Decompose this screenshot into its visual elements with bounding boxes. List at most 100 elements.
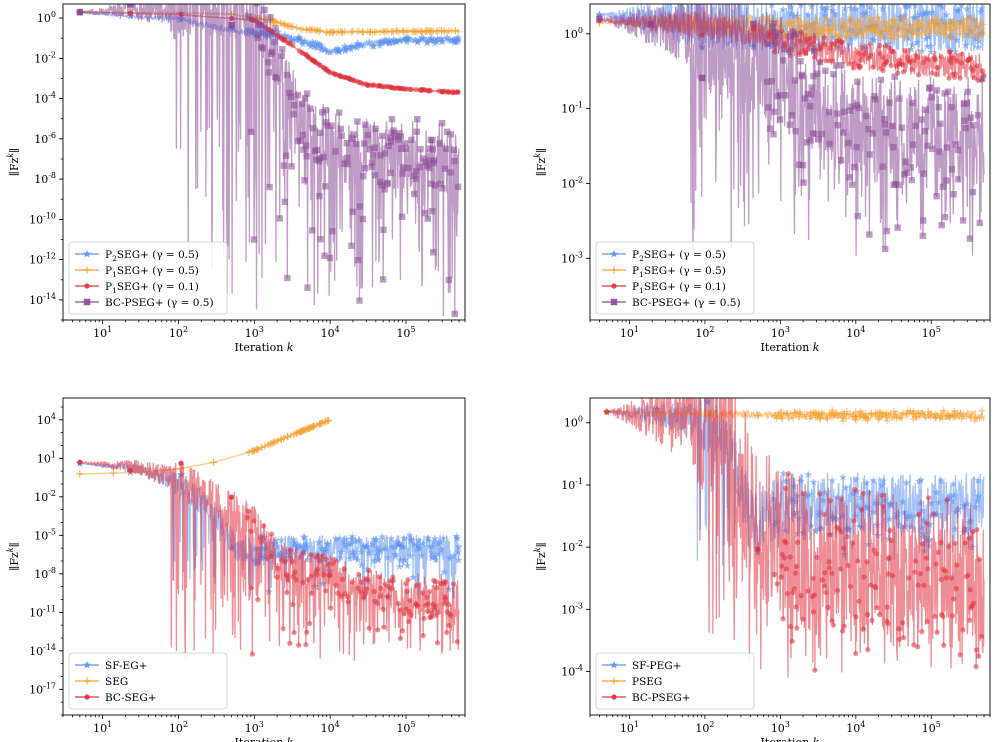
series-marker (405, 531, 414, 539)
series-marker (854, 501, 863, 510)
series-marker (595, 10, 604, 19)
x-tick-label: 103 (245, 720, 264, 735)
legend-swatch-marker (611, 283, 617, 289)
legend: SF-PEG+ PSEG BC-PSEG+ (595, 652, 755, 710)
legend-swatch-marker (84, 694, 90, 700)
series-marker (885, 515, 894, 523)
series-marker (869, 130, 876, 137)
series-marker (331, 556, 337, 563)
series-marker (417, 551, 426, 560)
series-marker (763, 78, 771, 85)
series-marker (919, 232, 927, 240)
series-marker (906, 575, 912, 581)
legend-label-head: SF-EG+ (105, 660, 147, 672)
series-marker (972, 30, 980, 38)
series-marker (937, 120, 944, 127)
series-marker (913, 558, 919, 564)
y-tick-base: 10 (34, 491, 48, 504)
series-marker (371, 144, 378, 151)
y-tick-exponent: -2 (575, 539, 583, 548)
series-marker (877, 50, 883, 57)
series-marker (965, 12, 974, 21)
series-marker (272, 17, 280, 25)
series-marker (429, 137, 436, 144)
series-marker (831, 4, 836, 7)
legend-label-head: BC-PSEG+ (632, 692, 691, 704)
series-marker (304, 284, 311, 291)
series-marker (296, 33, 304, 42)
series-marker (442, 145, 450, 153)
series-marker (303, 642, 309, 648)
series-marker (604, 409, 610, 415)
series-marker (956, 30, 964, 38)
series-marker (953, 5, 962, 14)
series-marker (356, 571, 362, 577)
legend-swatch-marker (610, 249, 618, 258)
series-marker (934, 629, 940, 635)
legend-swatch-marker (611, 694, 617, 700)
series-marker (439, 37, 447, 45)
series-marker (856, 598, 862, 604)
series-marker (289, 36, 298, 45)
series-marker (889, 573, 896, 579)
series-marker (909, 141, 917, 148)
y-tick-label: 10-5 (34, 527, 56, 542)
series-marker (349, 135, 356, 142)
series-marker (884, 39, 893, 48)
series-marker (347, 42, 356, 50)
series-marker (322, 107, 329, 114)
series-marker (853, 650, 859, 657)
series-marker (348, 242, 355, 249)
series-marker (915, 582, 921, 588)
x-axis-label-word: Iteration (235, 341, 287, 354)
legend-label: P1SEG+ (γ = 0.1) (632, 281, 726, 295)
series-marker (821, 34, 828, 40)
series-marker (818, 44, 824, 51)
series-marker (863, 503, 872, 512)
series-marker (925, 566, 931, 572)
series-marker (839, 628, 846, 634)
series-marker (428, 542, 437, 551)
y-tick-base: 10 (34, 529, 48, 542)
series-marker (324, 416, 332, 424)
series-marker (865, 647, 871, 653)
series-marker (418, 539, 427, 547)
y-axis-label-exponent: k (533, 547, 542, 552)
series-marker (924, 32, 933, 41)
series-marker (421, 209, 429, 217)
y-tick-label: 10-2 (34, 489, 56, 504)
series-marker (949, 575, 955, 581)
series-marker (927, 27, 935, 35)
y-tick-exponent: 0 (51, 10, 56, 19)
series-marker (863, 0, 871, 2)
x-tick-exponent: 4 (335, 720, 340, 729)
series-marker (780, 57, 787, 64)
series-marker (844, 534, 850, 540)
series-marker (801, 95, 808, 102)
series-marker (431, 534, 439, 543)
legend-label-head: P (632, 249, 639, 261)
y-axis-label-exponent: k (6, 547, 15, 552)
series-marker (957, 75, 963, 81)
series-marker (390, 577, 396, 584)
series-marker (431, 182, 439, 189)
series-marker (781, 45, 788, 53)
series-marker (779, 414, 787, 422)
series-marker (959, 217, 967, 224)
series-marker (398, 145, 405, 153)
series-marker (315, 553, 322, 559)
series-marker (296, 642, 302, 648)
series-marker (430, 553, 439, 561)
series-marker (898, 124, 906, 131)
y-tick-label: 10-12 (29, 252, 56, 267)
series-marker (927, 499, 936, 507)
y-tick-exponent: 0 (578, 415, 583, 424)
series-marker (283, 71, 291, 79)
series-marker (289, 535, 298, 543)
series-marker (77, 459, 83, 465)
series-marker (794, 16, 802, 24)
series-marker (811, 32, 817, 39)
